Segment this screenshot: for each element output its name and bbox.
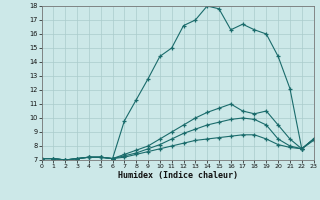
X-axis label: Humidex (Indice chaleur): Humidex (Indice chaleur)	[118, 171, 237, 180]
